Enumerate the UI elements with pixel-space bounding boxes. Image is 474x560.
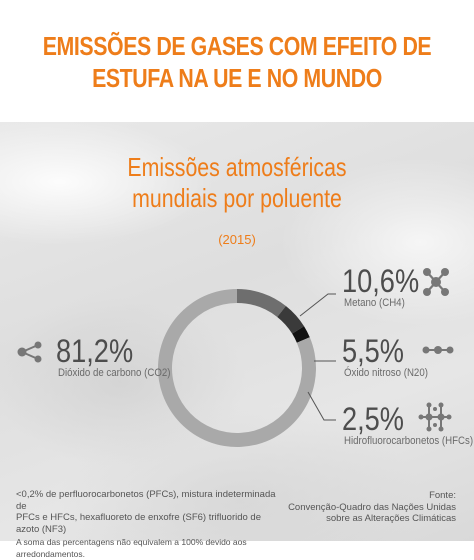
co2-value: 81,2% <box>56 333 134 369</box>
chart-title-line2: mundiais por poluente <box>132 183 342 213</box>
ch4-connector <box>299 293 336 317</box>
footnote-line2: PFCs e HFCs, hexafluoreto de enxofre (SF… <box>16 512 261 535</box>
donut-slice-hfc <box>292 326 310 343</box>
header <box>0 0 474 122</box>
donut-slice-ch4 <box>237 289 286 317</box>
n2o-label: Óxido nitroso (N20) <box>344 367 428 379</box>
footnote: <0,2% de perfluorocarbonetos (PFCs), mis… <box>16 489 276 560</box>
page-title: EMISSÕES DE GASES COM EFEITO DE ESTUFA N… <box>43 30 432 94</box>
source-line3: sobre as Alterações Climáticas <box>326 513 456 524</box>
hfc-connector <box>307 391 336 421</box>
co2-label: Dióxido de carbono (CO2) <box>58 367 171 379</box>
page-title-line2: ESTUFA NA UE E NO MUNDO <box>92 63 382 93</box>
chart-panel <box>0 122 474 541</box>
co2-molecule-icon <box>16 341 46 368</box>
chart-year: (2015) <box>218 232 256 247</box>
source-line1: Fonte: <box>429 490 456 501</box>
ch4-value: 10,6% <box>342 263 420 299</box>
donut-chart <box>158 289 336 448</box>
hfc-label: Hidrofluorocarbonetos (HFCs) <box>344 435 474 447</box>
hfc-value: 2,5% <box>342 401 404 437</box>
ch4-label: Metano (CH4) <box>344 297 405 309</box>
chart-title-line1: Emissões atmosféricas <box>127 152 347 182</box>
source: Fonte: Convenção-Quadro das Nações Unida… <box>288 490 456 525</box>
chart-title: Emissões atmosféricas mundiais por polue… <box>43 152 432 214</box>
source-line2: Convenção-Quadro das Nações Unidas <box>288 501 456 513</box>
page-title-line1: EMISSÕES DE GASES COM EFEITO DE <box>42 31 432 61</box>
donut-slice-n2o <box>277 305 305 334</box>
n2o-molecule-icon <box>422 343 454 361</box>
footnote-line3: A soma das percentagens não equivalem a … <box>16 537 247 559</box>
footnote-line1: <0,2% de perfluorocarbonetos (PFCs), mis… <box>16 489 276 512</box>
n2o-value: 5,5% <box>342 333 404 369</box>
ch4-molecule-icon <box>421 266 451 303</box>
hfc-molecule-icon <box>417 401 453 438</box>
